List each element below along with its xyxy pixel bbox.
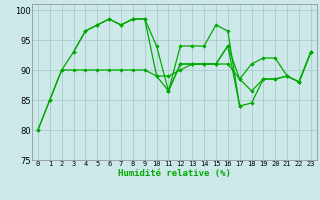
- X-axis label: Humidité relative (%): Humidité relative (%): [118, 169, 231, 178]
